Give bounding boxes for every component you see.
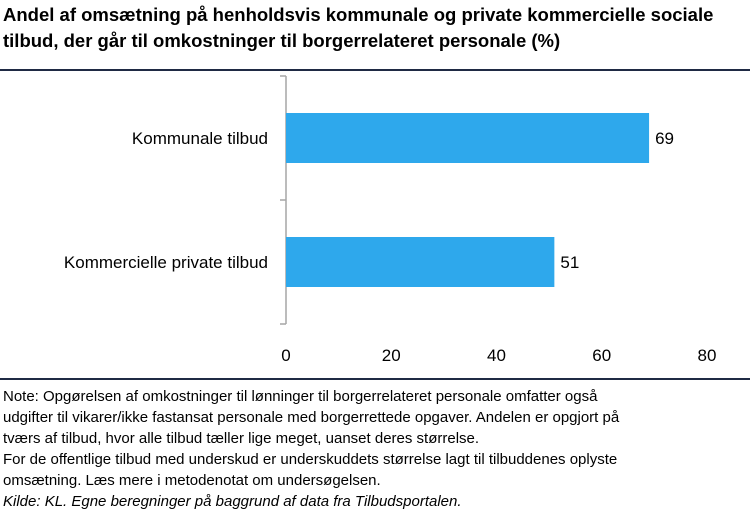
source-text: Kilde: KL. Egne beregninger på baggrund … <box>3 493 462 510</box>
title-line-2: tilbud, der går til omkostninger til bor… <box>3 30 561 51</box>
bar <box>286 237 555 287</box>
note-line-5: omsætning. Læs mere i metodenotat om und… <box>3 472 381 489</box>
note-line-2: udgifter til vikarer/ikke fastansat pers… <box>3 409 620 426</box>
bar <box>286 113 650 163</box>
bottom-divider <box>0 378 750 380</box>
x-tick-label: 0 <box>281 346 290 365</box>
x-tick-label: 80 <box>697 346 716 365</box>
note-line-1: Note: Opgørelsen af omkostninger til løn… <box>3 388 598 405</box>
x-tick-label: 20 <box>382 346 401 365</box>
bar-chart: Kommunale tilbud 69 Kommercielle private t… <box>64 75 716 365</box>
x-tick-label: 40 <box>487 346 506 365</box>
data-label: 69 <box>655 129 674 148</box>
chart-title: Andel af omsætning på henholdsvis kommun… <box>3 2 747 54</box>
note-line-3: tværs af tilbud, hvor alle tilbud tæller… <box>3 430 480 447</box>
title-line-1: Andel af omsætning på henholdsvis kommun… <box>3 4 714 25</box>
category-label: Kommunale tilbud <box>132 129 268 148</box>
top-divider <box>0 69 750 71</box>
x-tick-label: 60 <box>592 346 611 365</box>
note-line-4: For de offentlige tilbud med underskud e… <box>3 451 618 468</box>
chart-note: Note: Opgørelsen af omkostninger til løn… <box>3 386 747 512</box>
category-label: Kommercielle private tilbud <box>64 253 268 272</box>
data-label: 51 <box>560 253 579 272</box>
